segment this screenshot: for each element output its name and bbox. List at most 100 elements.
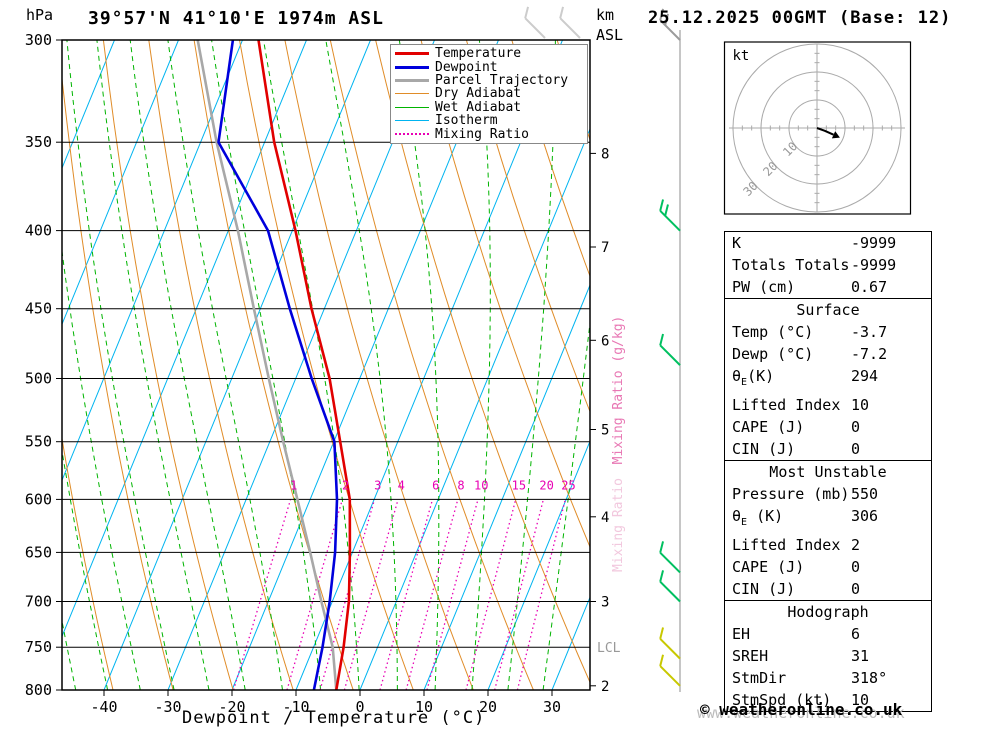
legend-item-label: Parcel Trajectory (435, 72, 569, 88)
legend-line-swatch (395, 133, 429, 136)
table-row-label: Lifted Index (732, 536, 841, 554)
table-row: CIN (J) 0 (725, 578, 931, 600)
temperature-curve (257, 40, 352, 690)
hodograph-trace (816, 127, 834, 136)
table-row-label: Pressure (mb) (732, 485, 850, 503)
svg-text:5: 5 (601, 423, 609, 439)
svg-text:800: 800 (25, 681, 52, 699)
table-row-label: CAPE (J) (732, 418, 805, 436)
svg-text:700: 700 (25, 593, 52, 611)
table-row-label: Totals Totals (732, 256, 850, 274)
panel-section: Hodograph EH 6 SREH 31 StmDir 318° StmSpd (kt) 1… (724, 600, 932, 712)
altitude-unit-km-label: km (596, 6, 615, 24)
wind-barbs-group (524, 6, 681, 687)
svg-text:-40: -40 (90, 698, 117, 716)
page-title: 39°57'N 41°10'E 1974m ASL (88, 8, 384, 29)
table-row-value: 6 (851, 625, 861, 643)
svg-text:650: 650 (25, 543, 52, 561)
x-axis-title: Dewpoint / Temperature (°C) (182, 708, 486, 728)
legend-item-label: Temperature (435, 46, 522, 62)
table-row-value: -9999 (851, 256, 897, 274)
svg-text:-10: -10 (282, 698, 309, 716)
svg-text:550: 550 (25, 433, 52, 451)
altitude-unit-asl-label: ASL (596, 26, 624, 44)
table-row-value: 0 (851, 558, 861, 576)
svg-text:20: 20 (479, 698, 497, 716)
panel-section: Surface Temp (°C) -3.7 Dewp (°C) -7.2 θE(K) 29… (724, 298, 932, 461)
table-row-value: 0 (851, 418, 861, 436)
table-row-label: CIN (J) (732, 580, 796, 598)
table-row: CAPE (J) 0 (725, 416, 931, 438)
table-row: Totals Totals -9999 (725, 254, 931, 276)
svg-text:3: 3 (601, 595, 609, 611)
table-row-value: 0 (851, 580, 861, 598)
table-row-value: 550 (851, 485, 879, 503)
legend-line-swatch (395, 65, 429, 69)
table-row: Temp (°C) -3.7 (725, 321, 931, 343)
svg-text:0: 0 (355, 698, 364, 716)
svg-text:2: 2 (601, 679, 609, 695)
svg-text:4: 4 (601, 510, 609, 526)
legend-item-label: Wet Adiabat (435, 99, 522, 115)
table-row-label: EH (732, 625, 751, 643)
isotherms-group (62, 40, 590, 690)
legend-line-swatch (395, 52, 429, 56)
wind-barb-icon (659, 570, 681, 603)
hodograph-rings (729, 43, 905, 213)
mixing-ratio-axis-label: Mixing Ratio (g/kg) (611, 316, 626, 465)
data-panel: K -9999 Totals Totals -9999 PW (cm) 0.67 Surfa… (724, 231, 932, 712)
panel-section-header: Most Unstable (769, 463, 887, 481)
svg-text:350: 350 (25, 133, 52, 151)
svg-text:7: 7 (601, 240, 609, 256)
table-row-value: -3.7 (851, 323, 888, 341)
legend-item: Wet Adiabat (395, 101, 587, 114)
table-row-label: CIN (J) (732, 440, 796, 458)
mixing-ratio-labels: 1 2 3 4 6 8 10 15 20 25 (290, 479, 576, 493)
datetime-label: 25.12.2025 00GMT (Base: 12) (648, 8, 952, 28)
table-row: SREH 31 (725, 645, 931, 667)
parcel-trajectory-curve (196, 40, 338, 690)
svg-text:4: 4 (398, 479, 405, 493)
wind-barb-icon (659, 8, 681, 41)
svg-text:1: 1 (290, 479, 297, 493)
table-row-value: 10 (851, 396, 870, 414)
table-row-label: PW (cm) (732, 278, 796, 296)
wind-barb-icon (659, 333, 681, 366)
table-row-value: 318° (851, 669, 888, 687)
table-row-value: 306 (851, 507, 879, 525)
svg-text:400: 400 (25, 222, 52, 240)
table-row-value: 31 (851, 647, 870, 665)
svg-text:10: 10 (415, 698, 433, 716)
hodograph-unit-label: kt (733, 48, 750, 64)
svg-text:-30: -30 (154, 698, 181, 716)
svg-text:6: 6 (432, 479, 439, 493)
chart-border (61, 39, 591, 691)
table-row-value: 294 (851, 367, 879, 385)
wind-barb-icon (659, 654, 681, 687)
wind-barb-icon (524, 6, 546, 39)
svg-text:10: 10 (474, 479, 488, 493)
dewpoint-curve (217, 40, 339, 690)
table-row: K -9999 (725, 232, 931, 254)
legend-item-label: Isotherm (435, 113, 498, 129)
copyright: © weatheronline.co.uk (700, 700, 903, 719)
table-row-label: θE(K) (732, 367, 775, 388)
table-row-label: Temp (°C) (732, 323, 814, 341)
hodograph-trace-arrow (831, 131, 840, 139)
table-row: θE (K) 306 (725, 505, 931, 534)
table-row-label: StmSpd (kt) (732, 691, 832, 709)
legend-item: Mixing Ratio (395, 127, 587, 141)
pressure-unit-label: hPa (26, 6, 54, 24)
table-row-value: -7.2 (851, 345, 888, 363)
svg-text:30: 30 (543, 698, 561, 716)
table-row-label: θE (K) (732, 507, 784, 528)
panel-section: Most Unstable Pressure (mb) 550 θE (K) 306 Li… (724, 460, 932, 601)
svg-text:6: 6 (601, 333, 609, 349)
table-row-value: 2 (851, 536, 861, 554)
table-row-value: 10 (851, 691, 870, 709)
legend-item: Parcel Trajectory (395, 74, 587, 87)
svg-text:15: 15 (512, 479, 526, 493)
